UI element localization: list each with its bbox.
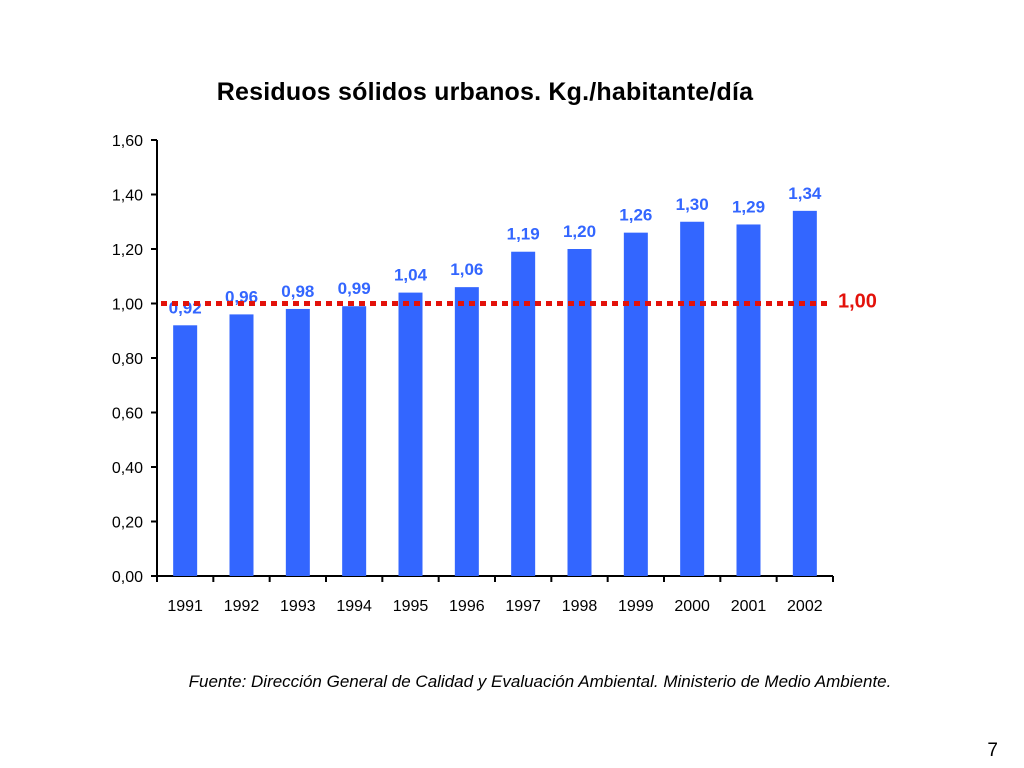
reference-line: 1,00 xyxy=(161,291,877,313)
bar-1993 xyxy=(285,308,310,576)
bar-2000 xyxy=(680,221,705,576)
y-tick-label: 1,00 xyxy=(112,297,143,314)
data-label-2000: 1,30 xyxy=(676,195,709,214)
bar-1995 xyxy=(398,292,423,576)
chart-title: Residuos sólidos urbanos. Kg./habitante/… xyxy=(216,78,754,106)
y-tick-label: 1,60 xyxy=(112,133,143,150)
x-tick-label: 1992 xyxy=(224,598,260,615)
bar-1994 xyxy=(342,306,367,576)
bar-1998 xyxy=(567,249,592,576)
x-tick-label: 2000 xyxy=(674,598,710,615)
y-tick-label: 0,00 xyxy=(112,569,143,586)
data-label-1993: 0,98 xyxy=(281,282,314,301)
y-tick-label: 0,40 xyxy=(112,460,143,477)
x-tick-label: 1996 xyxy=(449,598,485,615)
bar-1999 xyxy=(623,232,648,576)
data-label-2001: 1,29 xyxy=(732,197,765,216)
data-label-1999: 1,26 xyxy=(619,206,652,225)
x-tick-label: 1991 xyxy=(167,598,203,615)
x-tick-label: 1994 xyxy=(336,598,372,615)
page-number: 7 xyxy=(987,740,998,761)
y-tick-label: 1,40 xyxy=(112,188,143,205)
bar-2002 xyxy=(792,210,817,576)
x-tick-label: 1998 xyxy=(562,598,598,615)
data-label-1995: 1,04 xyxy=(394,266,428,285)
source-note: Fuente: Dirección General de Calidad y E… xyxy=(188,672,892,691)
x-tick-label: 1999 xyxy=(618,598,654,615)
bar-1997 xyxy=(511,251,536,576)
y-tick-label: 0,60 xyxy=(112,406,143,423)
value-labels: 0,920,96 0,98 0,991,04 1,061,19 1,201,261,30… xyxy=(169,184,822,317)
y-tick-label: 0,80 xyxy=(112,351,143,368)
bars xyxy=(173,210,817,576)
y-tick-label: 0,20 xyxy=(112,515,143,532)
bar-1996 xyxy=(454,287,479,576)
y-axis: 0,00 0,20 0,40 0,60 0,80 1,00 1,20 1,40 1,60 xyxy=(112,133,158,586)
data-label-2002: 1,34 xyxy=(788,184,822,203)
bar-2001 xyxy=(736,224,761,576)
x-tick-label: 2002 xyxy=(787,598,823,615)
data-label-1998: 1,20 xyxy=(563,222,596,241)
bar-1991 xyxy=(173,325,198,576)
y-tick-label: 1,20 xyxy=(112,242,143,259)
bar-1992 xyxy=(229,314,254,576)
data-label-1997: 1,19 xyxy=(507,225,540,244)
x-axis: 1991 1992 1993 1994 1995 1996 1997 1998 1999 2000… xyxy=(156,575,834,615)
x-tick-label: 1995 xyxy=(393,598,429,615)
data-label-1996: 1,06 xyxy=(450,260,483,279)
x-tick-label: 1993 xyxy=(280,598,316,615)
reference-line-label: 1,00 xyxy=(838,291,877,313)
x-tick-label: 2001 xyxy=(731,598,767,615)
x-tick-label: 1997 xyxy=(505,598,541,615)
data-label-1994: 0,99 xyxy=(338,279,371,298)
